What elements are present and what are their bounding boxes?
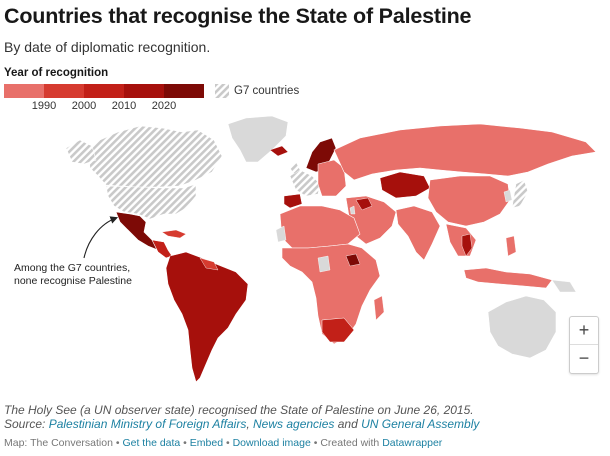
region-japan[interactable] (511, 179, 529, 209)
datawrapper-link[interactable]: Datawrapper (382, 437, 443, 449)
region-israel[interactable] (349, 205, 356, 215)
region-uk[interactable] (289, 161, 301, 175)
legend-title: Year of recognition (4, 67, 109, 79)
legend-tick-2020: 2020 (151, 100, 177, 112)
credits-sep-1: • (112, 437, 123, 449)
region-madagascar[interactable] (373, 295, 385, 321)
legend-tick-2010: 2010 (111, 100, 137, 112)
region-russia[interactable] (333, 123, 597, 181)
zoom-in-button[interactable]: + (570, 317, 598, 345)
zoom-controls: + − (569, 316, 599, 374)
region-iceland[interactable] (269, 145, 289, 157)
region-western-sahara[interactable] (275, 225, 287, 243)
credits-map: Map: The Conversation (4, 437, 113, 449)
legend-swatch-4 (124, 84, 164, 98)
g7-hatch-swatch (215, 84, 229, 98)
region-cameroon[interactable] (317, 255, 331, 273)
region-north-africa[interactable] (279, 205, 361, 249)
credits-sep-2: • (180, 437, 190, 449)
region-eastern-europe[interactable] (317, 159, 347, 197)
embed-link[interactable]: Embed (189, 437, 224, 449)
source-link-news[interactable]: News agencies (253, 417, 335, 431)
chart-title: Countries that recognise the State of Pa… (4, 4, 472, 28)
region-south-sudan[interactable] (345, 253, 361, 267)
region-thailand[interactable] (461, 233, 473, 257)
region-kazakhstan[interactable] (379, 171, 431, 199)
credits-sep-3: • (223, 437, 233, 449)
legend-swatch-5 (164, 84, 204, 98)
annotation-arrow (83, 216, 119, 259)
g7-annotation: Among the G7 countries, none recognise P… (14, 262, 174, 288)
holy-see-note: The Holy See (a UN observer state) recog… (4, 403, 474, 417)
region-philippines[interactable] (505, 235, 517, 257)
credits-sep-4: • (310, 437, 321, 449)
region-south-america[interactable] (165, 251, 249, 383)
zoom-out-button[interactable]: − (578, 348, 590, 368)
world-map[interactable] (0, 0, 610, 400)
region-south-africa[interactable] (321, 317, 355, 343)
legend-swatch-1 (4, 84, 44, 98)
source-sep-2: and (334, 417, 362, 431)
legend-g7: G7 countries (215, 84, 299, 98)
legend-swatch-2 (44, 84, 84, 98)
region-southeast-asia[interactable] (445, 223, 477, 257)
region-syria-iraq[interactable] (355, 197, 373, 211)
source-prefix: Source: (4, 417, 49, 431)
legend-tick-2000: 2000 (71, 100, 97, 112)
region-caribbean[interactable] (161, 229, 187, 239)
download-image-link[interactable]: Download image (232, 437, 311, 449)
source-sep-1: , (246, 417, 254, 431)
source-line: Source: Palestinian Ministry of Foreign … (4, 417, 479, 431)
credits: Map: The Conversation • Get the data • E… (4, 437, 442, 449)
chart-subtitle: By date of diplomatic recognition. (4, 39, 211, 55)
notes: The Holy See (a UN observer state) recog… (4, 403, 479, 431)
legend-tick-1990: 1990 (31, 100, 57, 112)
region-korea[interactable] (503, 189, 513, 203)
region-australia[interactable] (487, 295, 557, 359)
get-data-link[interactable]: Get the data (122, 437, 181, 449)
g7-label: G7 countries (234, 85, 300, 97)
region-alaska[interactable] (65, 139, 97, 165)
region-usa[interactable] (105, 183, 197, 220)
legend-swatch-3 (84, 84, 124, 98)
region-guianas[interactable] (199, 257, 219, 271)
region-south-asia[interactable] (395, 205, 441, 261)
region-papua[interactable] (551, 279, 577, 293)
annotation-line-2: none recognise Palestine (14, 275, 132, 287)
region-iberia[interactable] (283, 193, 303, 209)
source-link-un[interactable]: UN General Assembly (361, 417, 480, 431)
region-canada[interactable] (87, 125, 223, 188)
annotation-line-1: Among the G7 countries, (14, 262, 131, 274)
source-link-ministry[interactable]: Palestinian Ministry of Foreign Affairs (48, 417, 247, 431)
region-western-europe[interactable] (289, 169, 321, 197)
created-with: Created with (320, 437, 383, 449)
region-indonesia[interactable] (463, 267, 553, 289)
region-china-mongolia[interactable] (427, 175, 511, 227)
